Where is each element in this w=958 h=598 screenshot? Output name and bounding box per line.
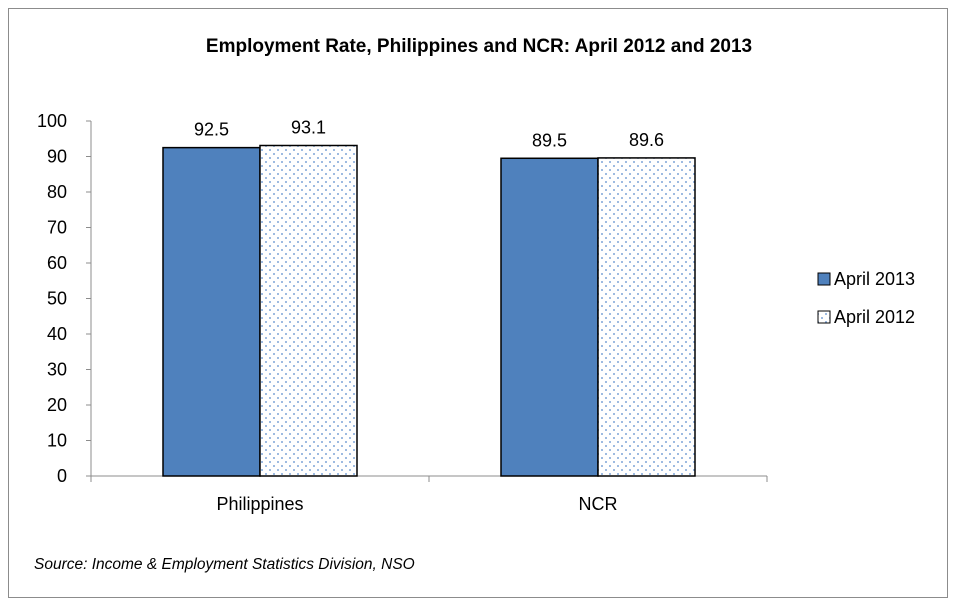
bar-april-2013-ncr [500, 157, 599, 477]
data-label: 89.5 [532, 130, 567, 150]
y-tick-label: 40 [47, 324, 67, 344]
bar-april-2012-philippines [259, 144, 358, 477]
data-label: 93.1 [291, 117, 326, 137]
bar-april-2013-philippines [162, 146, 261, 477]
legend-label: April 2013 [834, 269, 915, 289]
bar-april-2012-ncr [597, 157, 696, 477]
y-tick-label: 50 [47, 289, 67, 309]
y-tick-label: 10 [47, 431, 67, 451]
y-tick-label: 20 [47, 395, 67, 415]
y-tick-label: 100 [37, 111, 67, 131]
data-label: 92.5 [194, 120, 229, 140]
y-tick-label: 70 [47, 218, 67, 238]
data-label: 89.6 [629, 130, 664, 150]
y-tick-label: 0 [57, 466, 67, 486]
chart-title: Employment Rate, Philippines and NCR: Ap… [205, 36, 753, 57]
legend-swatch [817, 272, 831, 286]
y-tick-label: 30 [47, 360, 67, 380]
legend-swatch [817, 310, 831, 324]
source-note: Source: Income & Employment Statistics D… [34, 556, 415, 573]
bar-chart: 0 10 20 30 40 50 60 70 80 90 100 92.5 93.1 Philippin… [37, 111, 915, 514]
x-tick-label: NCR [579, 494, 618, 514]
y-tick-label: 80 [47, 182, 67, 202]
legend-label: April 2012 [834, 307, 915, 327]
x-tick-label: Philippines [216, 494, 303, 514]
y-tick-label: 90 [47, 147, 67, 167]
y-tick-label: 60 [47, 253, 67, 273]
